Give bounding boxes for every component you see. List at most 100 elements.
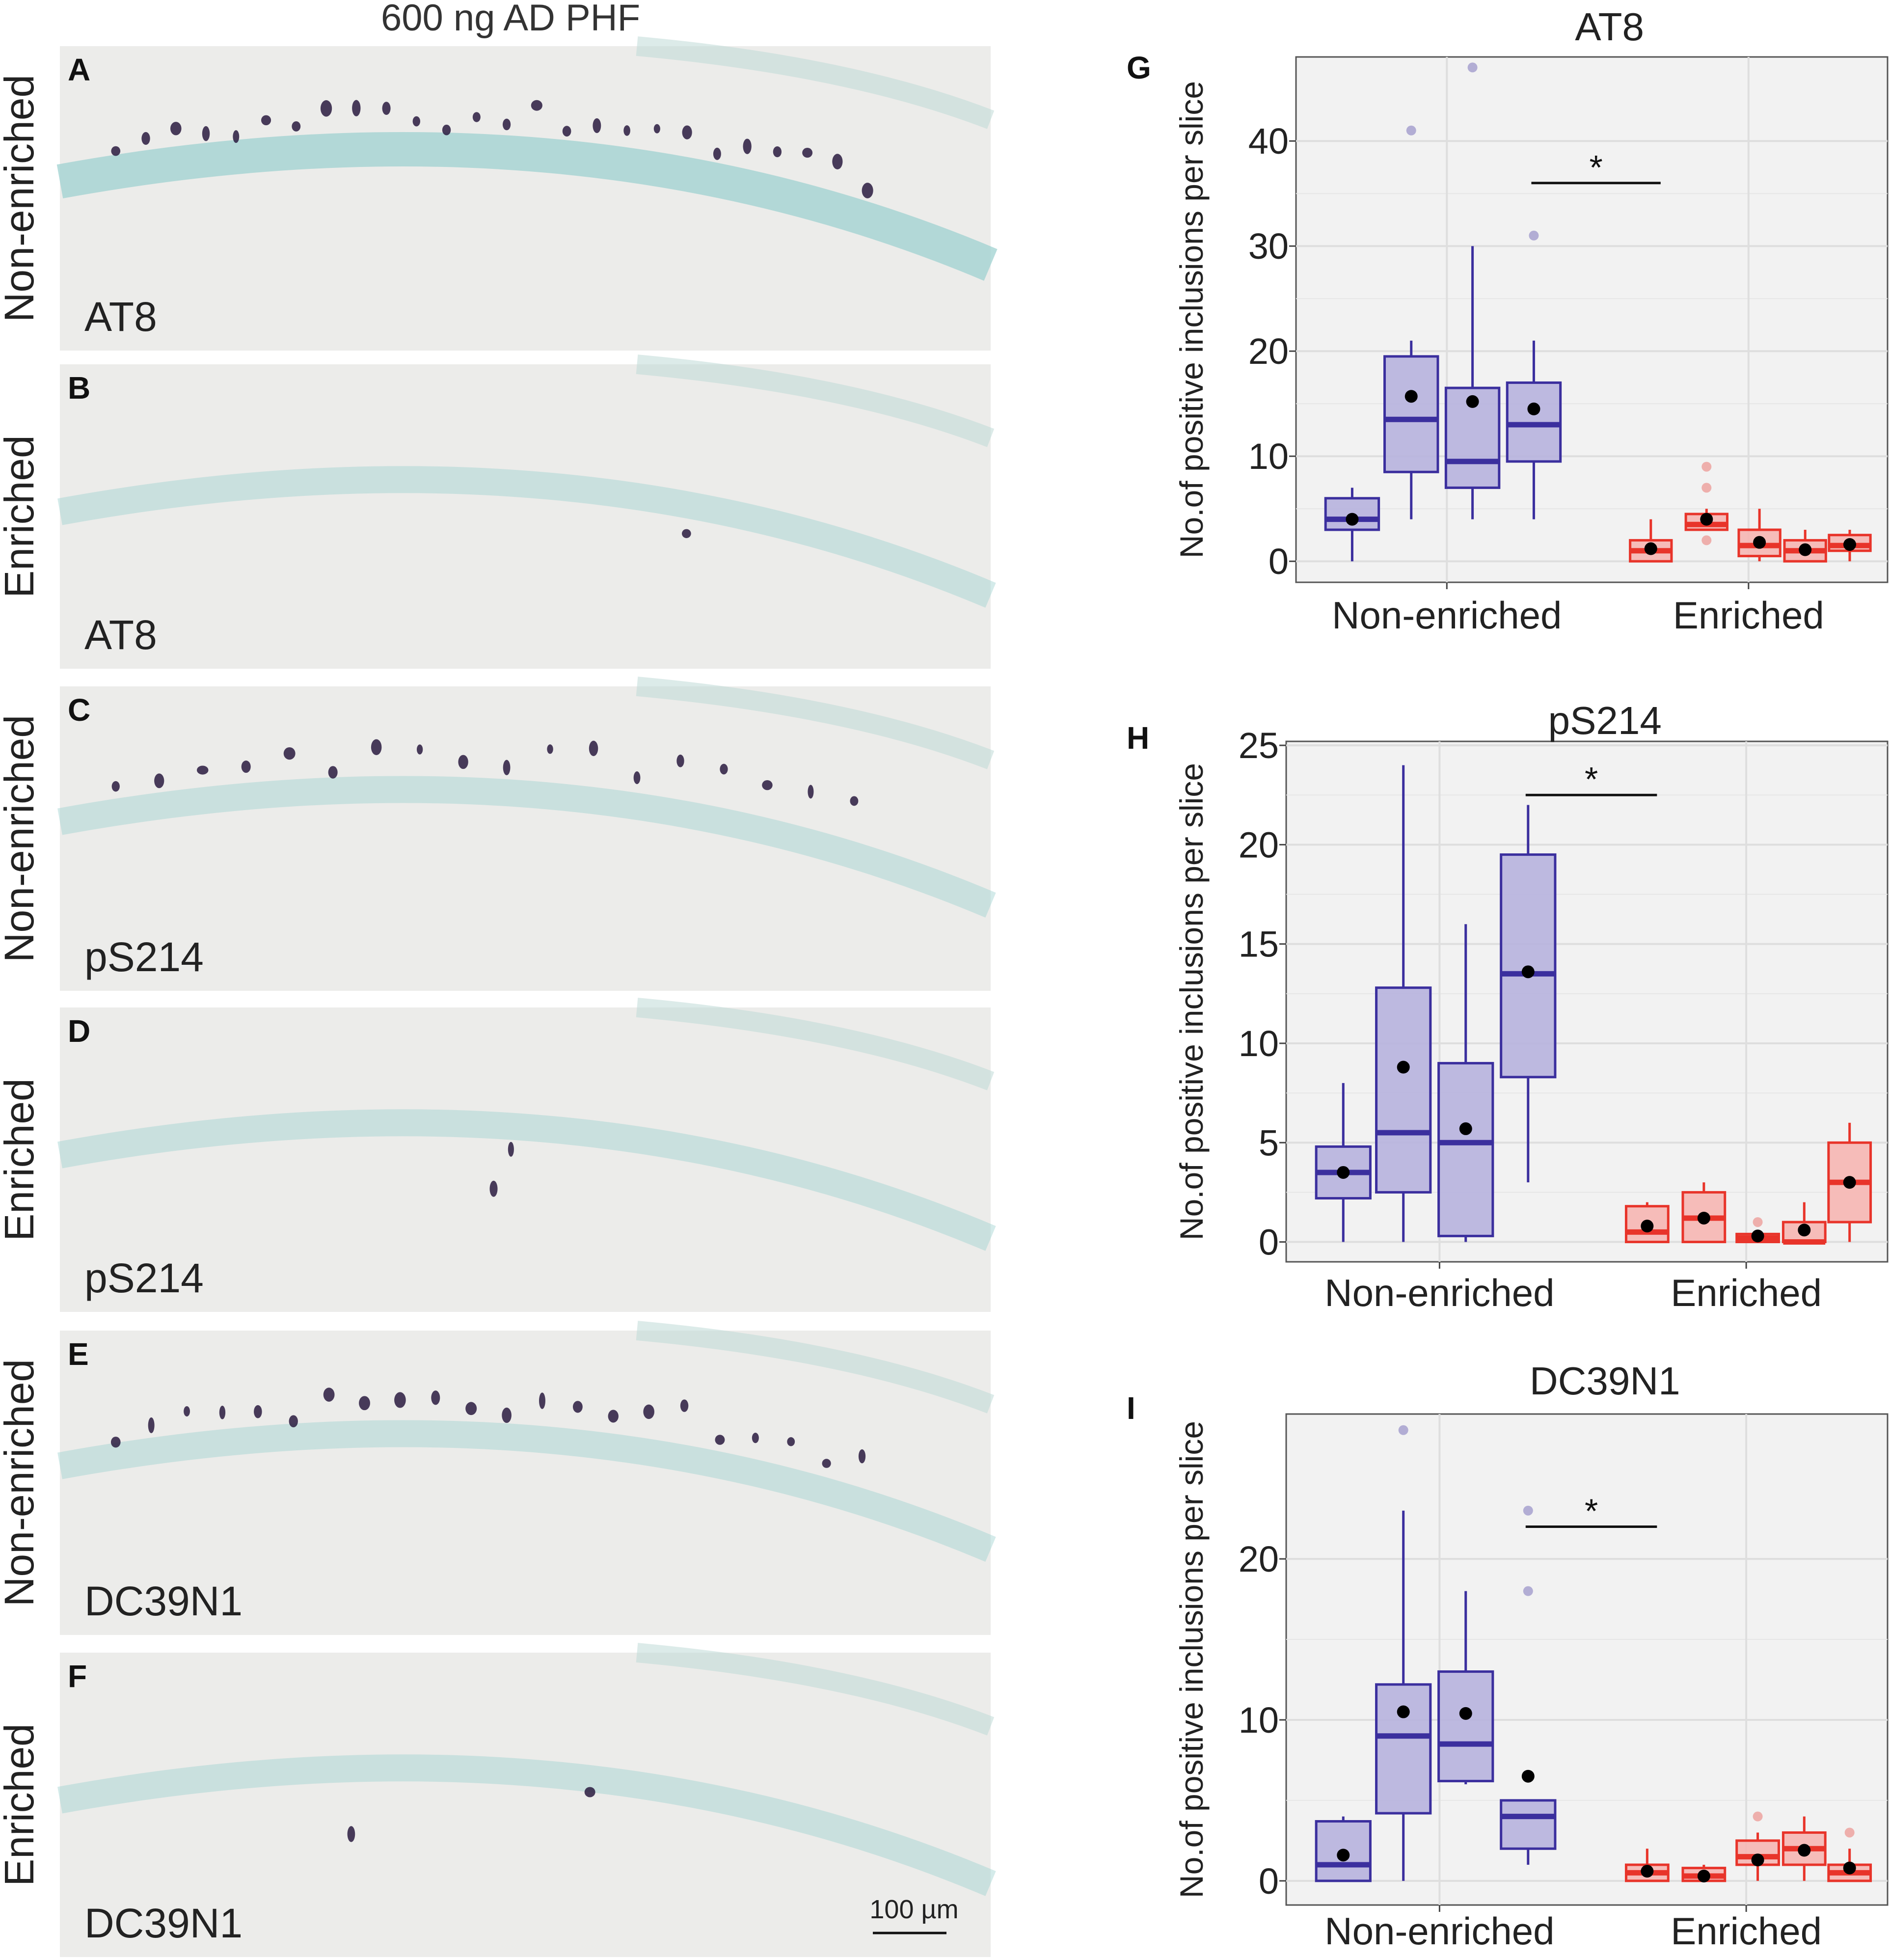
outlier-point: [1753, 1811, 1763, 1822]
fiber-tract: [636, 1643, 995, 1736]
mean-point: [1798, 1224, 1811, 1237]
mean-point: [1337, 1849, 1350, 1862]
stained-inclusion: [502, 118, 511, 131]
left-header: 600 ng AD PHF: [381, 0, 640, 39]
stained-inclusion: [219, 1406, 226, 1419]
stained-inclusion: [822, 1459, 831, 1468]
stained-inclusion: [254, 1405, 262, 1418]
significance-marker: *: [1585, 760, 1598, 798]
chart-column: 0 10 20 30 40 Non-enriched Enriched AT8 G No.of p…: [1127, 5, 1889, 1953]
stained-inclusion: [562, 126, 571, 137]
outlier-point: [1701, 483, 1712, 493]
stained-inclusion: [584, 1787, 595, 1797]
box-8: [1782, 1202, 1827, 1245]
group-row-label: Non-enriched: [0, 75, 42, 322]
panel-letter-i: I: [1127, 1390, 1135, 1426]
cell-layer-band: [57, 1420, 996, 1562]
outlier-point: [1701, 535, 1712, 545]
box-2: [1375, 1425, 1432, 1881]
mean-point: [1751, 1229, 1764, 1243]
stained-inclusion: [196, 765, 209, 775]
stained-inclusion: [752, 1433, 759, 1443]
y-tick-label: 30: [1248, 226, 1289, 267]
box-4: [1500, 1505, 1557, 1865]
stained-inclusion: [292, 121, 301, 132]
stained-inclusion: [773, 146, 782, 158]
box-3: [1437, 924, 1494, 1242]
stained-inclusion: [416, 744, 423, 755]
box-body: [1383, 355, 1439, 473]
group-row-label: Non-enriched: [0, 1359, 42, 1606]
y-tick-label: 10: [1248, 436, 1289, 477]
y-axis-label: No.of positive inclusions per slice: [1173, 763, 1210, 1240]
stained-inclusion: [202, 126, 210, 141]
box-7: [1735, 1217, 1780, 1244]
stained-inclusion: [323, 1388, 335, 1402]
stained-inclusion: [111, 781, 120, 792]
chart-title: pS214: [1548, 699, 1662, 742]
panel-letter-a: A: [68, 52, 90, 87]
micrograph-image: [60, 686, 991, 991]
mean-point: [1521, 1769, 1535, 1783]
box-4: [1500, 805, 1557, 1183]
panel-letter-h: H: [1127, 720, 1149, 756]
panel-letter-g: G: [1127, 50, 1151, 85]
box-body: [1375, 1683, 1432, 1815]
significance-marker: *: [1589, 148, 1602, 187]
mean-point: [1346, 513, 1359, 526]
stained-inclusion: [682, 529, 691, 538]
stained-inclusion: [371, 739, 382, 756]
stained-inclusion: [858, 1449, 866, 1464]
chart-h: 0 5 10 15 20 25 Non-enriched Enriched pS214 H No.o…: [1127, 699, 1889, 1314]
x-category-label: Non-enriched: [1332, 594, 1562, 637]
y-tick-label: 20: [1239, 1539, 1279, 1579]
stained-inclusion: [653, 124, 660, 134]
stained-inclusion: [682, 125, 692, 139]
outlier-point: [1529, 230, 1539, 241]
stained-inclusion: [850, 796, 859, 806]
panel-letter-f: F: [68, 1659, 87, 1694]
mean-point: [1459, 1122, 1472, 1135]
panel-letter-e: E: [68, 1336, 89, 1372]
box-4: [1506, 230, 1562, 519]
micrograph-panel-a: A AT8 Non-enriched: [0, 36, 998, 351]
stained-inclusion: [489, 1180, 498, 1197]
outlier-point: [1523, 1586, 1533, 1596]
outlier-point: [1844, 1827, 1855, 1838]
mean-point: [1527, 402, 1540, 415]
box-5: [1624, 1849, 1670, 1882]
chart-g: 0 10 20 30 40 Non-enriched Enriched AT8 G No.of p…: [1127, 5, 1889, 637]
stained-inclusion: [184, 1406, 190, 1416]
stained-inclusion: [110, 1437, 121, 1448]
stained-inclusion: [547, 744, 553, 754]
stain-label: DC39N1: [84, 1900, 243, 1946]
chart-i: 0 10 20 Non-enriched Enriched DC39N1 I No.of po…: [1127, 1359, 1889, 1953]
mean-point: [1644, 542, 1657, 555]
stained-inclusion: [412, 116, 420, 127]
box-8: [1783, 530, 1827, 563]
stained-inclusion: [589, 740, 598, 756]
group-row-label: Enriched: [0, 435, 42, 598]
box-5: [1624, 1202, 1670, 1244]
box-body: [1437, 1670, 1494, 1783]
mean-point: [1799, 543, 1812, 556]
stained-inclusion: [465, 1402, 477, 1416]
box-9: [1827, 1122, 1872, 1242]
group-row-label: Non-enriched: [0, 715, 42, 962]
y-tick-label: 10: [1239, 1700, 1279, 1741]
stained-inclusion: [352, 100, 361, 116]
stained-inclusion: [762, 780, 773, 790]
stained-inclusion: [148, 1417, 155, 1434]
box-9: [1827, 1827, 1872, 1882]
stained-inclusion: [713, 147, 721, 160]
stained-inclusion: [458, 755, 468, 769]
mean-point: [1641, 1220, 1654, 1233]
box-1: [1315, 1816, 1372, 1882]
chart-title: AT8: [1575, 5, 1644, 49]
stained-inclusion: [154, 773, 164, 789]
stained-inclusion: [503, 760, 511, 775]
